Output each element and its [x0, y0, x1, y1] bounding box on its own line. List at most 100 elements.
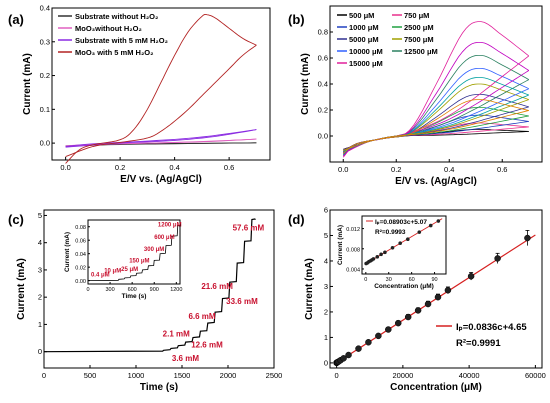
legend-entry: 2500 μM [404, 23, 434, 32]
x-tick-label: 40000 [459, 371, 480, 380]
panel-label-c: (c) [8, 212, 24, 227]
inset-concentration-label: 25 μM [121, 267, 138, 273]
x-tick-label: 0.6 [224, 163, 234, 172]
inset-data-point [390, 245, 395, 250]
inset-data-point [371, 257, 376, 261]
series-line [65, 129, 257, 148]
data-point [434, 293, 442, 301]
plot-frame [51, 7, 271, 161]
fit-r2: R²=0.9991 [456, 338, 501, 349]
y-tick-label: 0.1 [40, 105, 50, 114]
data-point [494, 255, 501, 262]
y-tick-label: 4 [324, 256, 328, 265]
panel-b: 0.0 0.2 0.4 0.6 0.0 0.2 0.4 0.6 0.8 E/V vs. (Ag/A… [288, 5, 543, 187]
data-point [385, 326, 392, 333]
y-axis-title: Current (mA) [337, 225, 344, 265]
inset-concentration-label: 150 μM [129, 258, 149, 264]
x-tick-label: 0 [86, 287, 89, 293]
data-point [355, 345, 362, 352]
panel-label-b: (b) [288, 12, 305, 27]
legend-entry: 15000 μM [349, 59, 383, 68]
y-tick-label: 0.2 [318, 106, 328, 115]
y-tick-label: 5 [324, 231, 328, 240]
y-tick-label: 0.02 [75, 266, 86, 272]
data-point [340, 355, 347, 362]
inset-concentration-label: 10 μM [104, 269, 121, 275]
inset-data-point [383, 250, 387, 255]
inset-concentration-label: 600 μM [154, 235, 174, 241]
inset-data-point [436, 219, 441, 223]
x-tick-label: 0.0 [60, 163, 70, 172]
plot-frame [361, 215, 447, 275]
concentration-label: 21.6 mM [201, 282, 233, 291]
y-tick-label: 6 [324, 206, 328, 215]
x-tick-label: 500 [84, 371, 97, 380]
panel-label-a: (a) [8, 12, 24, 27]
concentration-label: 57.6 mM [233, 223, 265, 232]
inset-data-point [417, 230, 422, 234]
inset-concentration-label: 0.4 μM [91, 273, 110, 279]
data-point [345, 351, 352, 359]
y-tick-label: 1 [324, 333, 328, 342]
concentration-label: 33.6 mM [226, 297, 258, 306]
y-tick-label: 1 [38, 320, 42, 329]
y-tick-label: 0.6 [318, 54, 328, 63]
y-tick-label: 0.2 [40, 71, 50, 80]
y-axis-title: Current (mA) [300, 53, 311, 115]
x-tick-label: 600 [128, 287, 137, 293]
data-point [424, 300, 432, 308]
concentration-label: 6.6 mM [188, 312, 215, 321]
inset-trace [87, 225, 180, 281]
y-tick-label: 0.04 [75, 252, 86, 258]
x-tick-label: 0.0 [338, 165, 348, 174]
inset-fit-equation: Iₚ=0.08903c+5.07 [375, 219, 427, 226]
legend-entry: 12500 μM [404, 47, 438, 56]
inset-concentration-label: 300 μM [144, 247, 164, 253]
concentration-label: 2.1 mM [163, 330, 190, 339]
y-tick-label: 0.00 [75, 279, 86, 285]
y-tick-label: 2 [38, 293, 42, 302]
data-point [404, 313, 412, 321]
y-axis-title: Current (mA) [16, 258, 27, 320]
x-tick-label: 0.2 [391, 165, 401, 174]
x-tick-label: 0.2 [115, 163, 125, 172]
concentration-label: 3.6 mM [172, 354, 199, 363]
y-axis-title: Current (mA) [304, 258, 315, 320]
y-tick-label: 4 [38, 238, 42, 247]
inset-background [88, 220, 180, 284]
y-tick-label: 0.4 [318, 80, 328, 89]
data-point [524, 234, 531, 242]
x-tick-label: 30 [386, 277, 392, 283]
y-tick-label: 0.0 [40, 139, 50, 148]
legend-entry: 5000 μM [349, 35, 379, 44]
series-line [343, 99, 529, 154]
y-tick-label: 0.08 [75, 225, 86, 231]
x-tick-label: 2500 [266, 371, 283, 380]
data-point [394, 319, 402, 327]
inset-fit-r2: R²=0.9993 [375, 229, 406, 236]
inset-data-point [428, 223, 433, 228]
x-tick-label: 0 [42, 371, 46, 380]
inset-data-point [398, 241, 402, 246]
concentration-label: 12.6 mM [191, 341, 223, 350]
y-tick-label: 0.06 [75, 239, 86, 245]
plot-frame [87, 219, 181, 285]
legend-entry: MoO₃without H₂O₂ [75, 24, 142, 33]
x-tick-label: 0.6 [497, 165, 507, 174]
legend-entry: 7500 μM [404, 35, 434, 44]
data-point [414, 307, 422, 314]
x-tick-label: 60 [409, 277, 415, 283]
y-axis-title: Current (mA) [22, 53, 33, 115]
data-point [467, 273, 475, 280]
amperometric-trace [43, 218, 256, 353]
data-point [365, 339, 372, 346]
y-axis-title: Current (mA) [64, 232, 71, 272]
panel-label-d: (d) [288, 212, 305, 227]
series-line [65, 129, 257, 147]
x-axis-title: E/V vs. (Ag/AgCl) [120, 174, 202, 185]
x-axis-title: Time (s) [122, 293, 147, 300]
panel-a: 0.0 0.2 0.4 0.6 0.0 0.1 0.2 0.3 0.4 E/V vs. (Ag/A… [8, 4, 271, 185]
y-tick-label: 0.012 [346, 227, 360, 233]
inset-data-point [406, 237, 410, 241]
